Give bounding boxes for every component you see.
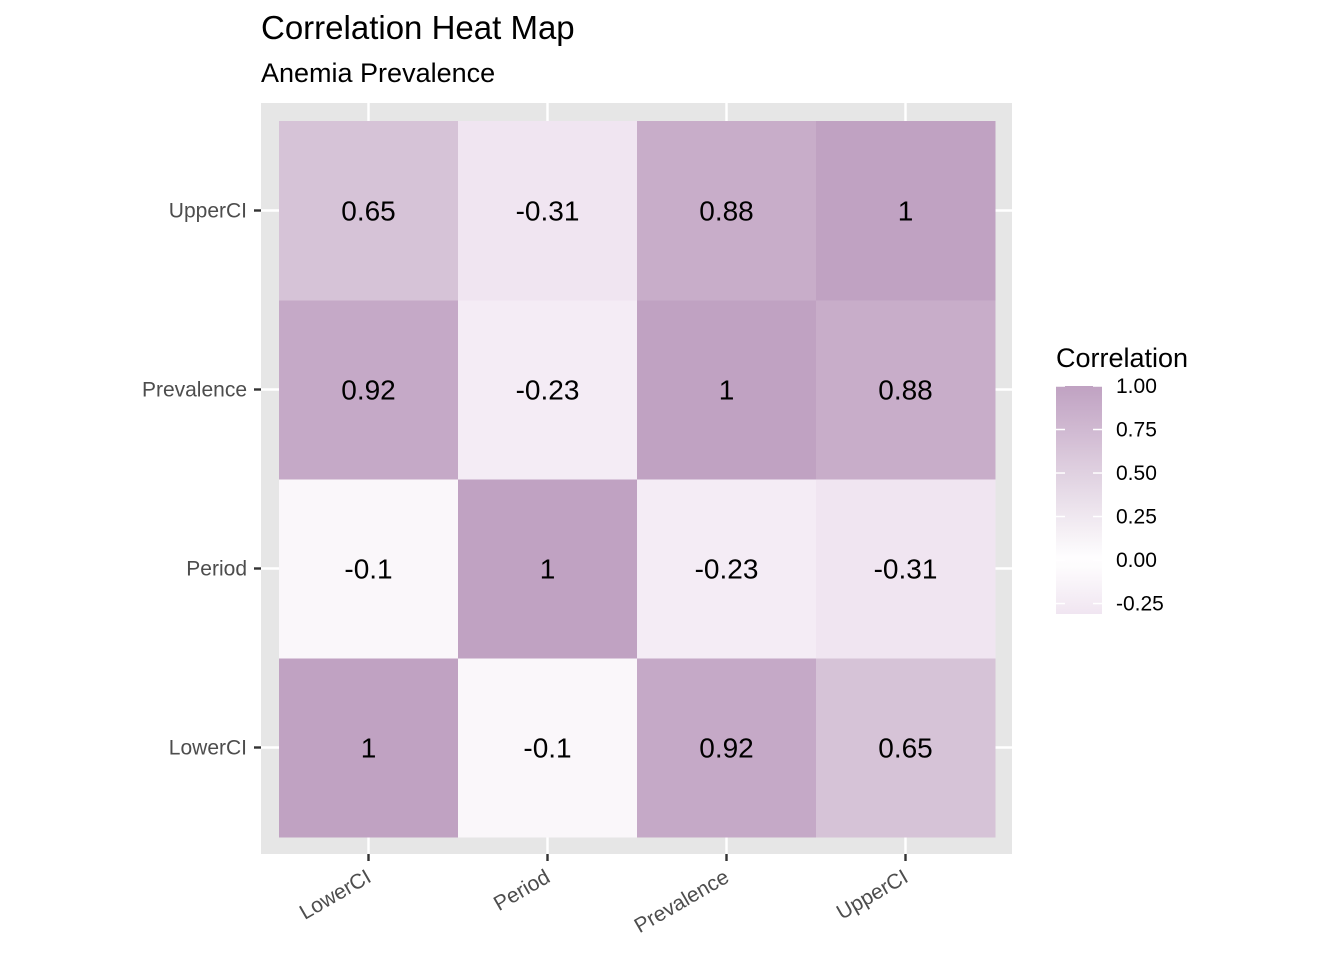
heatmap-cell	[816, 658, 996, 838]
y-axis-tick-label: UpperCI	[169, 200, 247, 223]
heatmap-cell	[279, 658, 459, 838]
heatmap-cell	[279, 121, 459, 301]
legend: Correlation 1.00 0.75 0.50 0.25 0.00 -0.25	[1056, 343, 1188, 616]
legend-tick-label: 0.75	[1116, 419, 1157, 442]
cell-value-label: 0.65	[341, 196, 396, 227]
heatmap-cell	[279, 300, 459, 480]
legend-tick-label: 0.00	[1116, 549, 1157, 572]
heatmap-cell	[637, 300, 817, 480]
heatmap-cell	[637, 658, 817, 838]
x-axis-tick-label: Prevalence	[631, 865, 733, 937]
cell-value-label: 0.88	[699, 196, 754, 227]
x-axis-tick-label: UpperCI	[833, 865, 912, 924]
cell-value-label: -0.31	[874, 554, 938, 585]
y-axis-tick-label: LowerCI	[169, 737, 247, 760]
cell-value-label: -0.23	[695, 554, 759, 585]
heatmap-cell	[816, 121, 996, 301]
cell-value-label: 1	[898, 196, 914, 227]
heatmap-cell	[637, 479, 817, 659]
y-axis-tick-label: Period	[186, 558, 247, 581]
heatmap-cells	[279, 121, 996, 838]
legend-tick-label: 0.50	[1116, 462, 1157, 485]
legend-colorbar	[1056, 386, 1102, 614]
heatmap-cell	[458, 300, 638, 480]
heatmap-cell	[279, 479, 459, 659]
legend-tick-label: 0.25	[1116, 506, 1157, 529]
chart-title: Correlation Heat Map	[261, 9, 575, 46]
cell-labels: 1 -0.1 0.92 0.65 -0.1 1 -0.23 -0.31 0.92 -0.23 1 0.…	[341, 196, 937, 764]
x-axis-tick-label: LowerCI	[296, 865, 375, 924]
y-axis-tick-label: Prevalence	[142, 379, 247, 402]
cell-value-label: 0.92	[341, 375, 396, 406]
legend-tick-label: 1.00	[1116, 375, 1157, 398]
heatmap-cell	[637, 121, 817, 301]
heatmap-cell	[458, 479, 638, 659]
cell-value-label: 0.92	[699, 733, 754, 764]
x-axis-tick-label: Period	[490, 865, 554, 915]
cell-value-label: -0.1	[523, 733, 571, 764]
chart-subtitle: Anemia Prevalence	[261, 58, 495, 88]
heatmap-cell	[458, 658, 638, 838]
heatmap-cell	[458, 121, 638, 301]
cell-value-label: -0.31	[516, 196, 580, 227]
cell-value-label: 1	[361, 733, 377, 764]
heatmap-cell	[816, 479, 996, 659]
cell-value-label: -0.1	[344, 554, 392, 585]
cell-value-label: 1	[719, 375, 735, 406]
cell-value-label: 0.88	[878, 375, 933, 406]
heatmap-cell	[816, 300, 996, 480]
cell-value-label: -0.23	[516, 375, 580, 406]
legend-tick-label: -0.25	[1116, 593, 1164, 616]
legend-title: Correlation	[1056, 343, 1188, 373]
cell-value-label: 1	[540, 554, 556, 585]
cell-value-label: 0.65	[878, 733, 933, 764]
